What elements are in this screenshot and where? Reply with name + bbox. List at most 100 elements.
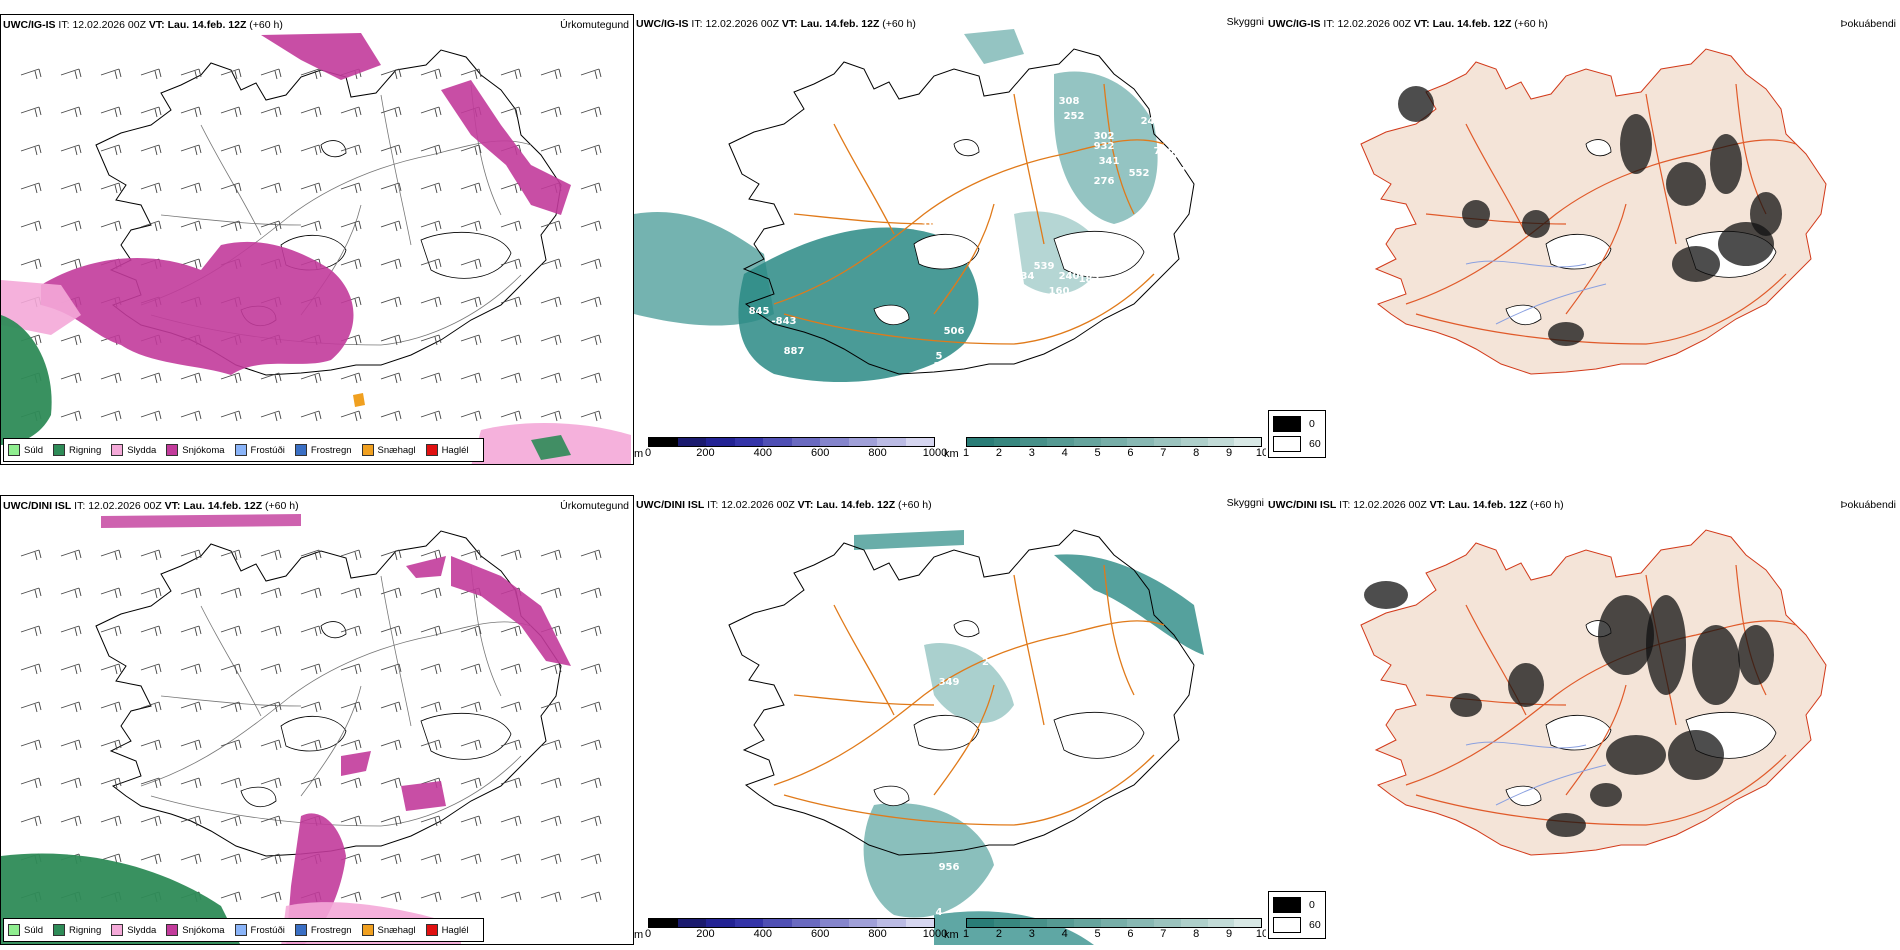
wind-barb [100,220,122,232]
wind-barb [540,587,562,599]
wind-barb [100,587,122,599]
wind-barb [500,701,522,713]
wind-barb [300,549,322,561]
wind-barb [380,549,402,561]
colorbar-segment [1207,438,1235,446]
snow-area [451,556,571,666]
cloud-base-label: 106 [1144,236,1165,247]
wind-barb [580,587,602,599]
wind-barb [420,815,442,827]
wind-barb [580,258,602,270]
colorbar-unit: m [634,929,644,941]
wind-barb [540,815,562,827]
road-line [1405,139,1797,305]
rain-area [531,435,571,460]
road-line [773,620,1165,786]
legend-swatch [425,924,438,936]
panel-header: UWC/IG-IS IT: 12.02.2026 00Z VT: Lau. 14… [636,18,916,30]
it-label: IT: [691,18,703,30]
wind-barb [260,549,282,561]
wind-barb [340,739,362,751]
wind-barb [220,701,242,713]
panel-dini-cloud-visibility: UWC/DINI ISL IT: 12.02.2026 00Z VT: Lau.… [634,495,1266,945]
wind-barb [60,777,82,789]
fog-area [1646,595,1686,695]
colorbar-segment [967,438,994,446]
legend-item: Frostregn [294,924,352,936]
wind-barb [460,220,482,232]
panel-ig-fog: UWC/IG-IS IT: 12.02.2026 00Z VT: Lau. 14… [1266,14,1900,465]
wind-barb [20,220,42,232]
wind-barb [460,815,482,827]
wind-barb [140,853,162,865]
glacier-outline [1053,711,1145,759]
road-line [1103,564,1135,696]
wind-barb [260,777,282,789]
legend-swatch [8,924,20,936]
wind-barb [60,587,82,599]
legend-label: Frostúði [250,924,285,936]
colorbar-segment [1020,919,1048,927]
wind-barb [580,853,602,865]
road-line [380,94,412,246]
model-name: UWC/DINI ISL [3,500,72,512]
road-line [833,123,895,235]
iceland-coastline [1360,48,1827,375]
wind-barb [60,258,82,270]
wind-barb [300,106,322,118]
wind-barb [220,372,242,384]
wind-barb [60,106,82,118]
wind-barb [20,182,42,194]
colorbar-segment [905,438,934,446]
legend-item: Súld [8,444,43,456]
river-line [1495,764,1607,806]
colorbar-segment [848,438,877,446]
colorbar-segment [1047,438,1074,446]
wind-barb [460,258,482,270]
wind-barb [300,701,322,713]
cloud-base-label: 2 [961,637,968,648]
wind-barb [180,258,202,270]
glacier-outline [1545,233,1612,270]
wind-barb [220,549,242,561]
it-value: 12.02.2026 00Z [721,499,795,511]
colorbar-tick: 1 [962,928,970,940]
legend-label: Snjókoma [182,924,225,936]
wind-barb [380,296,402,308]
river-line [1495,283,1607,325]
legend-item: Súld [8,924,43,936]
snow-area [401,781,446,811]
colorbar-tick: 5 [1094,928,1101,940]
legend-swatch [111,444,124,456]
road-line [783,754,1155,826]
low-visibility-area [1054,71,1158,224]
cloud-base-label: 5 [936,351,943,362]
wind-barb [100,663,122,675]
wind-barb [220,587,242,599]
legend-item: Frostúði [234,444,285,456]
it-label: IT: [58,19,70,31]
wind-barb [140,144,162,156]
colorbar-tick: 10 [1255,928,1266,940]
wind-barb [220,777,242,789]
cloud-base-label: 308 [1059,96,1080,107]
colorbar-tick: 3 [1028,928,1035,940]
wind-barb [60,625,82,637]
panel-ig-precip-type: UWC/IG-IS IT: 12.02.2026 00Z VT: Lau. 14… [0,14,634,465]
wind-barb [340,815,362,827]
wind-barb [140,739,162,751]
glacier-outline [320,140,347,158]
fog-area [1672,246,1720,282]
panel-header: UWC/DINI ISL IT: 12.02.2026 00Z VT: Lau.… [3,500,299,512]
wind-barb [460,853,482,865]
it-value: 12.02.2026 00Z [1337,18,1411,30]
wind-barb [380,587,402,599]
road-line [380,575,412,727]
colorbar-tick: 7 [1160,447,1167,459]
colorbar-segment [706,438,735,446]
legend-item: Slydda [111,444,156,456]
road-line [783,273,1155,345]
wind-barb [140,777,162,789]
wind-barb [300,68,322,80]
wind-barb [140,410,162,422]
